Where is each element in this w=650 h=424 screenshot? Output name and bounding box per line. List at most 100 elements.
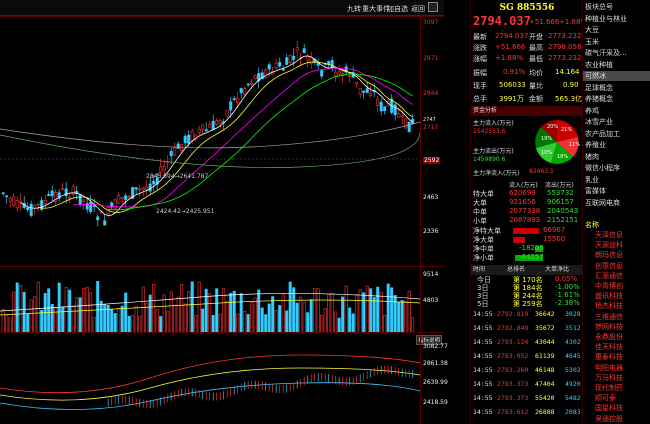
volume-bar: [225, 300, 229, 333]
stock-item[interactable]: 永鼎股份: [595, 333, 623, 341]
candlestick-pane[interactable]: 3097 2971 2844 2717 2592 2463 2336 2747 …: [0, 16, 444, 266]
volume-bar: [327, 294, 331, 333]
volume-pane[interactable]: 9514 4803: [0, 266, 444, 333]
sector-item[interactable]: 可燃冰: [583, 71, 650, 82]
candle-body: [82, 199, 86, 203]
indicator-help-button[interactable]: 指标说明: [416, 335, 443, 345]
stock-item[interactable]: 佳天科技: [595, 343, 623, 352]
net-inflow-value: 82463.1: [529, 168, 554, 175]
volume-bar: [411, 317, 415, 333]
volume-bar: [8, 317, 12, 333]
volume-ma-line: [0, 299, 420, 316]
volume-bar: [5, 315, 9, 333]
volume-bar: [250, 302, 254, 333]
volume-bar: [246, 314, 250, 333]
indicator-tick: 2418.59: [423, 399, 448, 406]
fund-analysis-header[interactable]: 资金分析: [471, 106, 583, 116]
sector-item[interactable]: 富媒体: [585, 187, 606, 195]
stock-item[interactable]: 创意信息: [595, 261, 623, 270]
pie-slice: [536, 142, 557, 163]
candle-body: [173, 147, 177, 156]
tick-row: 14:55 2792.849 35672 3512: [473, 324, 581, 332]
sector-item[interactable]: 乳业: [585, 175, 599, 184]
stock-item[interactable]: 顺可泰: [595, 394, 616, 403]
volume-axis: 9514 4803: [420, 267, 444, 332]
sector-item[interactable]: 微信小程序: [585, 164, 620, 172]
stock-item[interactable]: 万马科技: [595, 373, 623, 382]
volume-bar: [26, 313, 30, 333]
indicator-chart[interactable]: [0, 333, 420, 424]
net-flow-row: 净特大单 66967: [473, 226, 566, 235]
volume-bar: [155, 309, 159, 333]
volume-bar: [36, 281, 40, 333]
volume-bar: [215, 288, 219, 333]
stock-item[interactable]: 三维通信: [595, 312, 623, 321]
fund-table-row: 特大单 620699 553732: [473, 189, 574, 198]
period-row: 3日第 184名 -1.00%: [477, 283, 580, 292]
toolbar-back[interactable]: 返回: [411, 5, 425, 13]
candle-body: [239, 88, 243, 94]
volume-bar: [180, 284, 184, 333]
stock-item[interactable]: 朗玛信息: [595, 251, 623, 260]
candle-body: [208, 124, 212, 128]
toolbar-major-events[interactable]: 重大事件: [362, 5, 390, 13]
candle-body: [376, 98, 380, 106]
sector-item[interactable]: 养殖业: [585, 141, 606, 149]
sector-item[interactable]: 农产品加工: [585, 129, 620, 138]
volume-bar: [295, 302, 299, 333]
volume-bar: [243, 310, 247, 333]
sector-item[interactable]: 足球概念: [585, 83, 613, 92]
sector-item[interactable]: 玉米: [585, 37, 599, 46]
candle-body: [383, 106, 387, 112]
volume-bar: [113, 313, 117, 333]
stock-item[interactable]: 天源迪科: [595, 241, 623, 250]
stock-item[interactable]: 明阳电器: [595, 363, 623, 372]
sector-item[interactable]: 农业种植: [585, 60, 613, 69]
sector-item[interactable]: 碳气汗采及...: [585, 49, 627, 57]
long-ma-line: [0, 121, 420, 149]
volume-bar: [400, 300, 404, 333]
sector-item[interactable]: 互联网电商: [585, 198, 620, 207]
stock-item[interactable]: 盛讯科技: [595, 292, 623, 301]
volume-bar: [218, 314, 222, 333]
candlestick-chart[interactable]: [0, 17, 420, 267]
candle-body: [96, 216, 100, 221]
volume-bar: [40, 309, 44, 333]
indicator-pane[interactable]: 指标说明 3082.77 2861.38 2639.99 2418.59: [0, 332, 448, 424]
candle-body: [355, 82, 359, 85]
stock-item[interactable]: 汇源通信: [595, 271, 623, 280]
volume-chart[interactable]: [0, 267, 420, 333]
price-tick: 3097: [423, 19, 439, 26]
tick-row: 14:55 2793.373 47404 4920: [473, 380, 581, 388]
ma-line: [72, 67, 413, 208]
candle-body: [152, 180, 156, 185]
volume-bar: [285, 310, 289, 333]
sector-item[interactable]: 养鸡: [585, 106, 599, 115]
sector-item[interactable]: 猪肉: [585, 152, 599, 161]
sector-item[interactable]: 冰雪产业: [585, 118, 613, 126]
stock-item[interactable]: 吴通控股: [595, 414, 623, 423]
candle-body: [138, 188, 142, 191]
stock-item[interactable]: 中青博创: [595, 282, 623, 290]
sector-item[interactable]: 大豆: [585, 26, 599, 34]
sector-item[interactable]: 种植业与林业: [585, 14, 627, 23]
volume-bar: [232, 290, 236, 333]
menu-icon[interactable]: [428, 2, 438, 12]
stock-item[interactable]: 国星科技: [595, 404, 623, 413]
stock-item[interactable]: 杨杰科技: [595, 302, 623, 311]
toolbar-add-watchlist[interactable]: 加自选: [387, 5, 408, 13]
sector-item[interactable]: 养猪概念: [585, 95, 613, 103]
toolbar-jiuzhuan[interactable]: 九转: [347, 5, 361, 13]
period-row: 5日第 259名 -2.38%: [477, 299, 580, 308]
sector-item[interactable]: 板块总号: [585, 3, 613, 11]
stock-item[interactable]: 梦网科技: [595, 322, 623, 331]
stock-item[interactable]: 惠泰科技: [595, 353, 623, 362]
candle-body: [12, 196, 16, 206]
stock-item[interactable]: 现代制药: [595, 384, 623, 392]
candle-body: [362, 90, 366, 93]
volume-bar: [362, 292, 366, 333]
period-header: 时间 总排名 大单净比: [471, 265, 583, 275]
price-tick: 2717: [423, 124, 439, 131]
candle-body: [330, 60, 334, 68]
stock-item[interactable]: 天泽信息: [595, 231, 623, 239]
